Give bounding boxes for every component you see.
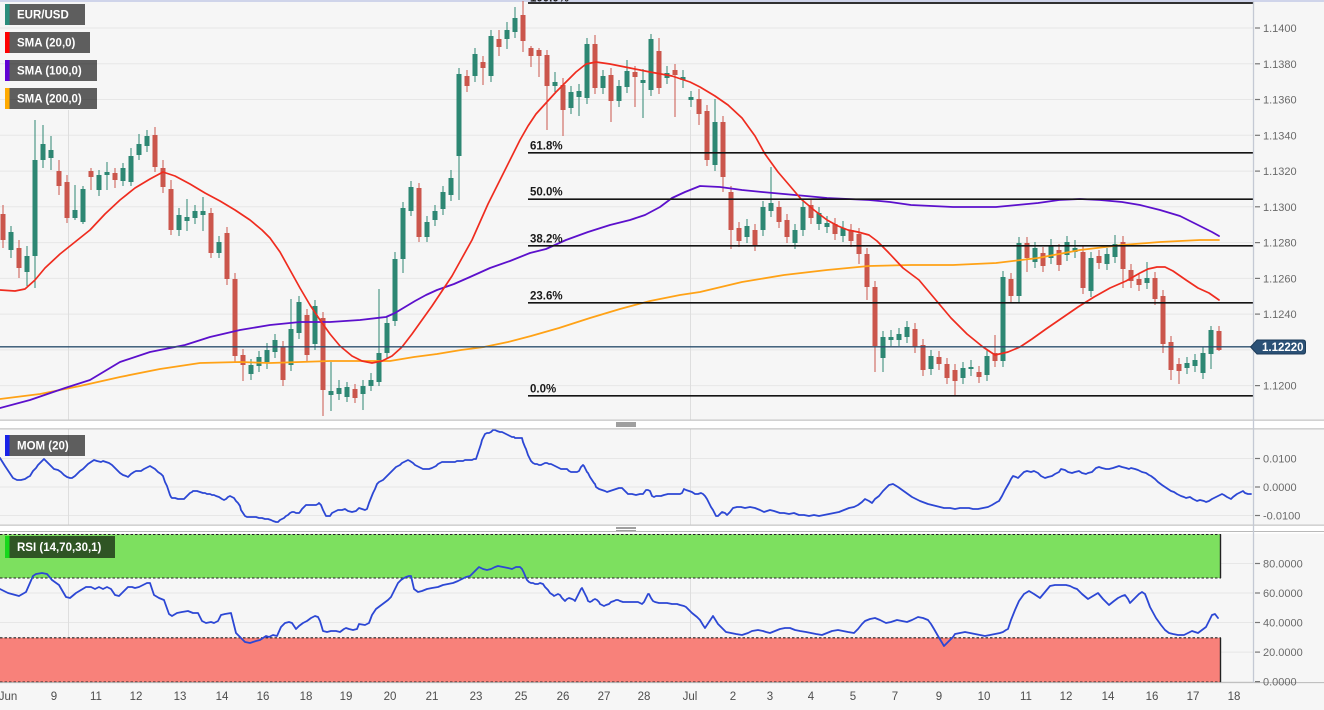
svg-text:100.0%: 100.0% [530,0,569,5]
svg-text:11: 11 [90,691,102,703]
svg-text:40.0000: 40.0000 [1263,618,1303,630]
svg-text:12: 12 [130,691,143,703]
svg-text:80.0000: 80.0000 [1263,559,1303,571]
svg-text:27: 27 [598,691,611,703]
svg-text:SMA (100,0): SMA (100,0) [17,66,82,78]
svg-text:61.8%: 61.8% [530,140,563,152]
svg-text:1.1260: 1.1260 [1263,273,1297,285]
svg-text:1.1280: 1.1280 [1263,238,1297,250]
svg-text:14: 14 [1102,691,1115,703]
svg-text:9: 9 [51,691,57,703]
svg-text:23.6%: 23.6% [530,290,563,302]
svg-text:26: 26 [557,691,570,703]
svg-text:38.2%: 38.2% [530,233,563,245]
svg-text:1.1400: 1.1400 [1263,23,1297,35]
svg-text:21: 21 [426,691,439,703]
svg-text:16: 16 [257,691,270,703]
svg-text:SMA (20,0): SMA (20,0) [17,38,76,50]
svg-text:0.0%: 0.0% [530,383,556,395]
svg-text:20.0000: 20.0000 [1263,647,1303,659]
svg-text:16: 16 [1146,691,1159,703]
svg-text:1.1320: 1.1320 [1263,166,1297,178]
svg-text:10: 10 [978,691,991,703]
svg-text:14: 14 [216,691,229,703]
svg-text:17: 17 [1187,691,1200,703]
svg-text:5: 5 [850,691,856,703]
svg-text:1.1340: 1.1340 [1263,130,1297,142]
svg-text:12: 12 [1060,691,1073,703]
svg-text:SMA (200,0): SMA (200,0) [17,94,82,106]
svg-text:9: 9 [936,691,942,703]
svg-text:Jul: Jul [683,691,698,703]
svg-text:RSI (14,70,30,1): RSI (14,70,30,1) [17,542,102,554]
svg-text:25: 25 [515,691,528,703]
svg-text:0.0000: 0.0000 [1263,482,1297,494]
svg-text:2: 2 [730,691,736,703]
svg-text:0.0100: 0.0100 [1263,454,1297,466]
svg-text:13: 13 [174,691,187,703]
svg-text:3: 3 [767,691,773,703]
svg-text:1.1300: 1.1300 [1263,202,1297,214]
svg-text:28: 28 [638,691,651,703]
svg-text:18: 18 [300,691,313,703]
svg-text:20: 20 [384,691,397,703]
svg-text:11: 11 [1020,691,1032,703]
svg-text:1.12220: 1.12220 [1262,342,1304,354]
svg-text:MOM (20): MOM (20) [17,441,69,453]
svg-text:1.1360: 1.1360 [1263,95,1297,107]
svg-text:EUR/USD: EUR/USD [17,10,69,22]
svg-text:19: 19 [340,691,353,703]
svg-text:50.0%: 50.0% [530,187,563,199]
svg-text:18: 18 [1228,691,1241,703]
svg-text:-0.0100: -0.0100 [1263,511,1300,523]
svg-text:1.1200: 1.1200 [1263,381,1297,393]
svg-text:1.1240: 1.1240 [1263,309,1297,321]
svg-text:0.0000: 0.0000 [1263,677,1297,689]
svg-text:1.1380: 1.1380 [1263,59,1297,71]
svg-text:23: 23 [470,691,483,703]
svg-text:60.0000: 60.0000 [1263,588,1303,600]
svg-text:4: 4 [808,691,815,703]
svg-text:7: 7 [892,691,898,703]
svg-text:Jun: Jun [0,691,17,703]
